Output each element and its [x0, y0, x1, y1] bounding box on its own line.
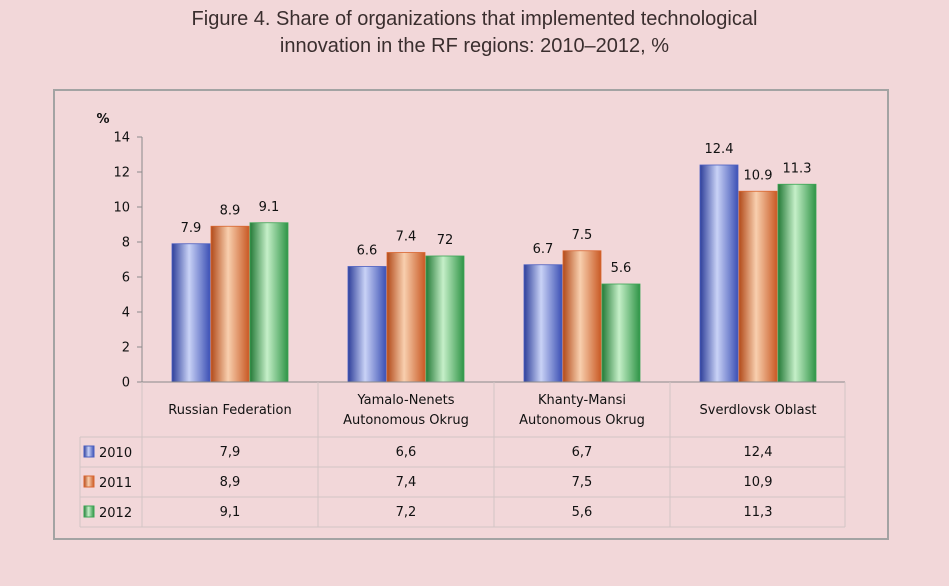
figure-title-line-2: innovation in the RF regions: 2010–2012,… — [279, 35, 670, 57]
data-label: 12.4 — [705, 142, 734, 157]
bar-2012-2 — [601, 283, 641, 383]
category-label: Yamalo-Nenets — [356, 393, 454, 408]
table-cell: 10,9 — [744, 475, 773, 490]
bar-2012-3 — [777, 183, 817, 383]
figure-title: Figure 4. Share of organizations that im… — [0, 6, 949, 60]
table-cell: 12,4 — [744, 445, 773, 460]
bar-2011-2 — [562, 250, 602, 383]
bar-2010-3 — [699, 164, 739, 383]
y-tick-label: 14 — [113, 131, 130, 146]
legend-label-2011: 2011 — [99, 476, 132, 491]
data-label: 7.5 — [572, 228, 593, 243]
bar-2011-3 — [738, 190, 778, 383]
data-label: 7.9 — [181, 221, 202, 236]
data-label: 11.3 — [783, 161, 812, 176]
table-cell: 7,5 — [572, 475, 593, 490]
data-label: 7.4 — [396, 230, 417, 245]
table-cell: 6,7 — [572, 445, 593, 460]
bar-2010-1 — [347, 266, 387, 383]
category-label: Sverdlovsk Oblast — [700, 403, 817, 418]
table-cell: 7,4 — [396, 475, 417, 490]
table-cell: 5,6 — [572, 505, 593, 520]
bar-2010-2 — [523, 264, 563, 383]
data-label: 9.1 — [259, 200, 280, 215]
table-cell: 6,6 — [396, 445, 417, 460]
y-tick-label: 4 — [122, 306, 130, 321]
legend-swatch-2011 — [83, 475, 95, 488]
category-label: Autonomous Okrug — [519, 413, 645, 428]
legend-label-2010: 2010 — [99, 446, 132, 461]
y-tick-label: 0 — [122, 376, 130, 391]
table-cell: 11,3 — [744, 505, 773, 520]
table-cell: 7,9 — [220, 445, 241, 460]
data-label: 72 — [437, 233, 454, 248]
data-label: 10.9 — [744, 168, 773, 183]
y-tick-label: 10 — [113, 201, 130, 216]
y-axis-unit-label: % — [96, 112, 109, 127]
chart-frame — [53, 89, 889, 540]
legend-swatch-2012 — [83, 505, 95, 518]
category-label: Khanty-Mansi — [538, 393, 626, 408]
y-tick-label: 2 — [122, 341, 130, 356]
table-cell: 8,9 — [220, 475, 241, 490]
table-cell: 9,1 — [220, 505, 241, 520]
category-label: Autonomous Okrug — [343, 413, 469, 428]
bar-2011-0 — [210, 225, 250, 383]
legend-swatch-2010 — [83, 445, 95, 458]
data-label: 6.7 — [533, 242, 554, 257]
bar-2012-0 — [249, 222, 289, 383]
data-label: 6.6 — [357, 244, 378, 259]
y-tick-label: 8 — [122, 236, 130, 251]
category-label: Russian Federation — [168, 403, 291, 418]
y-tick-label: 12 — [113, 166, 130, 181]
data-label: 8.9 — [220, 203, 241, 218]
legend-label-2012: 2012 — [99, 506, 132, 521]
bar-2012-1 — [425, 255, 465, 383]
figure-title-line-1: Figure 4. Share of organizations that im… — [191, 8, 758, 30]
bar-2011-1 — [386, 252, 426, 383]
data-label: 5.6 — [611, 261, 632, 276]
y-tick-label: 6 — [122, 271, 130, 286]
table-cell: 7,2 — [396, 505, 417, 520]
bar-2010-0 — [171, 243, 211, 383]
